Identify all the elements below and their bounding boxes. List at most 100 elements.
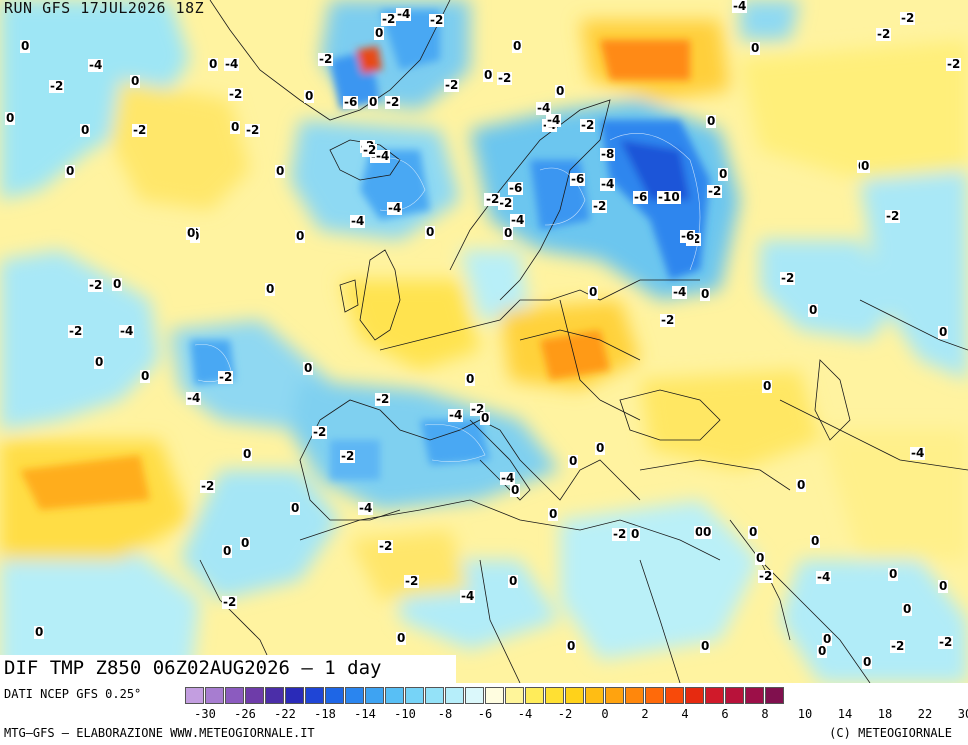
scale-swatch bbox=[765, 687, 784, 704]
map-value-label: 0 bbox=[902, 602, 913, 616]
map-value-label: -4 bbox=[546, 113, 562, 127]
map-value-label: 0 bbox=[240, 536, 251, 550]
map-title: DIF TMP Z850 06Z02AUG2026 – 1 day bbox=[4, 657, 382, 679]
scale-swatch bbox=[545, 687, 564, 704]
scale-swatch bbox=[265, 687, 284, 704]
map-value-label: 0 bbox=[748, 525, 759, 539]
map-value-label: 0 bbox=[295, 229, 306, 243]
map-value-label: -2 bbox=[378, 539, 394, 553]
scale-swatch bbox=[725, 687, 744, 704]
map-value-label: 0 bbox=[80, 123, 91, 137]
map-value-label: -2 bbox=[200, 479, 216, 493]
map-value-label: -2 bbox=[780, 271, 796, 285]
map-value-label: 0 bbox=[510, 483, 521, 497]
map-value-label: -4 bbox=[119, 324, 135, 338]
map-value-label: -2 bbox=[660, 313, 676, 327]
map-value-label: -4 bbox=[500, 471, 516, 485]
map-value-label: 0 bbox=[112, 277, 123, 291]
map-value-label: 0 bbox=[862, 655, 873, 669]
scale-swatch bbox=[485, 687, 504, 704]
map-value-label: -2 bbox=[132, 123, 148, 137]
scale-swatch bbox=[645, 687, 664, 704]
scale-tick-label: -10 bbox=[394, 707, 416, 721]
run-label: RUN GFS 17JUL2026 18Z bbox=[4, 0, 205, 17]
map-value-label: 0 bbox=[508, 574, 519, 588]
scale-tick-label: 0 bbox=[601, 707, 609, 721]
map-value-label: 0 bbox=[762, 379, 773, 393]
credit-left: MTG–GFS – ELABORAZIONE WWW.METEOGIORNALE… bbox=[4, 726, 315, 740]
anomaly-field bbox=[0, 0, 968, 683]
map-value-label: -2 bbox=[385, 95, 401, 109]
map-value-label: -2 bbox=[885, 209, 901, 223]
scale-swatch bbox=[625, 687, 644, 704]
map-value-label: 0 bbox=[290, 501, 301, 515]
scale-tick-label: 6 bbox=[721, 707, 729, 721]
map-value-label: 0 bbox=[817, 644, 828, 658]
scale-swatch bbox=[245, 687, 264, 704]
map-value-label: 0 bbox=[396, 631, 407, 645]
scale-swatch bbox=[305, 687, 324, 704]
map-value-label: 0 bbox=[700, 287, 711, 301]
map-value-label: 0 bbox=[20, 39, 31, 53]
map-value-label: 0 bbox=[304, 89, 315, 103]
map-value-label: 0 bbox=[750, 41, 761, 55]
map-value-label: -2 bbox=[592, 199, 608, 213]
map-value-label: -4 bbox=[600, 177, 616, 191]
map-value-label: 0 bbox=[5, 111, 16, 125]
scale-swatch bbox=[585, 687, 604, 704]
scale-tick-label: -26 bbox=[234, 707, 256, 721]
scale-swatch bbox=[605, 687, 624, 704]
map-value-label: -10 bbox=[657, 190, 681, 204]
map-canvas bbox=[0, 0, 968, 683]
map-value-label: -4 bbox=[816, 570, 832, 584]
map-value-label: 0 bbox=[755, 551, 766, 565]
map-value-label: 0 bbox=[425, 225, 436, 239]
map-value-label: -4 bbox=[396, 7, 412, 21]
map-value-label: -4 bbox=[510, 213, 526, 227]
map-value-label: -6 bbox=[343, 95, 359, 109]
map-value-label: 0 bbox=[588, 285, 599, 299]
scale-swatch bbox=[345, 687, 364, 704]
scale-swatch bbox=[325, 687, 344, 704]
map-value-label: 0 bbox=[888, 567, 899, 581]
scale-swatch bbox=[185, 687, 204, 704]
map-value-label: -2 bbox=[404, 574, 420, 588]
map-value-label: -4 bbox=[910, 446, 926, 460]
map-value-label: 0 bbox=[265, 282, 276, 296]
map-value-label: 0 bbox=[275, 164, 286, 178]
map-value-label: -2 bbox=[312, 425, 328, 439]
map-value-label: -2 bbox=[890, 639, 906, 653]
map-value-label: 0 bbox=[303, 361, 314, 375]
scale-tick-label: 2 bbox=[641, 707, 649, 721]
map-value-label: 0 bbox=[718, 167, 729, 181]
scale-tick-label: -2 bbox=[557, 707, 573, 721]
map-value-label: -4 bbox=[358, 501, 374, 515]
map-value-label: -6 bbox=[633, 190, 649, 204]
map-value-label: -4 bbox=[375, 149, 391, 163]
scale-tick-label: -6 bbox=[477, 707, 493, 721]
map-value-label: -2 bbox=[318, 52, 334, 66]
map-value-label: -2 bbox=[222, 595, 238, 609]
map-value-label: -2 bbox=[375, 392, 391, 406]
map-value-label: -6 bbox=[570, 172, 586, 186]
scale-swatch bbox=[505, 687, 524, 704]
scale-tick-label: 30 bbox=[957, 707, 968, 721]
scale-tick-label: 8 bbox=[761, 707, 769, 721]
map-value-label: 0 bbox=[130, 74, 141, 88]
scale-tick-label: -30 bbox=[194, 707, 216, 721]
scale-swatch bbox=[405, 687, 424, 704]
map-value-label: -2 bbox=[340, 449, 356, 463]
scale-tick-label: 14 bbox=[837, 707, 853, 721]
map-value-label: 0 bbox=[34, 625, 45, 639]
map-value-label: -4 bbox=[448, 408, 464, 422]
map-value-label: -2 bbox=[497, 71, 513, 85]
scale-swatch bbox=[385, 687, 404, 704]
scale-tick-label: 18 bbox=[877, 707, 893, 721]
map-value-label: 0 bbox=[503, 226, 514, 240]
scale-tick-label: -8 bbox=[437, 707, 453, 721]
map-value-label: -6 bbox=[680, 229, 696, 243]
scale-swatch bbox=[205, 687, 224, 704]
scale-tick-label: -4 bbox=[517, 707, 533, 721]
map-value-label: -2 bbox=[49, 79, 65, 93]
map-value-label: 0 bbox=[374, 26, 385, 40]
